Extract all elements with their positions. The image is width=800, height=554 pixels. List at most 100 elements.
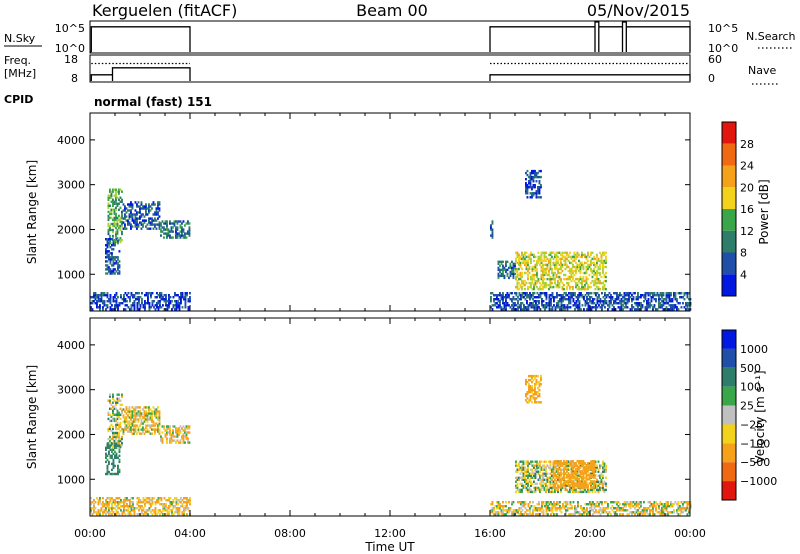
velocity-cell	[539, 507, 542, 510]
velocity-cell	[576, 474, 579, 477]
velocity-cell	[598, 505, 600, 508]
velocity-cell	[136, 503, 139, 506]
velocity-cell	[148, 424, 150, 427]
power-cell	[509, 298, 512, 301]
velocity-cell	[543, 472, 546, 475]
power-cell	[121, 216, 123, 220]
power-cell	[682, 296, 684, 299]
power-cell	[187, 232, 189, 235]
power-cell	[518, 263, 520, 267]
velocity-cell	[551, 509, 554, 512]
velocity-cell	[120, 509, 122, 512]
velocity-cell	[677, 505, 680, 508]
power-cell	[647, 294, 650, 297]
power-cell	[181, 294, 184, 297]
power-cell	[575, 281, 577, 285]
velocity-cell	[110, 415, 113, 419]
velocity-cell	[182, 437, 185, 440]
power-cell	[673, 296, 675, 299]
velocity-cell	[530, 476, 532, 479]
velocity-cell	[538, 501, 540, 504]
power-cell	[652, 294, 654, 297]
velocity-cell	[554, 464, 556, 467]
velocity-cell	[124, 505, 127, 508]
velocity-cell	[161, 431, 164, 434]
power-cell	[105, 260, 107, 263]
velocity-cell	[132, 501, 134, 504]
freq-label-line2: [MHz]	[4, 67, 36, 80]
power-cell	[509, 274, 512, 278]
velocity-cell	[602, 484, 604, 487]
power-cell	[121, 302, 124, 305]
power-cell	[548, 306, 551, 309]
velocity-cell	[534, 474, 537, 477]
velocity-cell	[647, 513, 650, 516]
power-cell	[534, 186, 536, 189]
power-cell	[113, 200, 116, 203]
power-cell	[142, 225, 144, 228]
power-cell	[107, 204, 110, 207]
velocity-cell	[105, 501, 107, 504]
velocity-cell	[567, 482, 570, 485]
velocity-cell	[524, 480, 526, 483]
power-cell	[122, 227, 125, 230]
power-cell	[528, 285, 531, 289]
power-cell	[587, 253, 589, 257]
velocity-cell	[144, 505, 146, 508]
velocity-cell	[508, 511, 510, 514]
power-cell	[533, 287, 535, 291]
power-colorbar-tick: 8	[740, 247, 747, 260]
velocity-cell	[108, 460, 110, 464]
power-cell	[586, 298, 588, 301]
power-cell	[579, 271, 582, 275]
velocity-cell	[564, 488, 567, 492]
power-cell	[549, 281, 552, 285]
power-cell	[572, 294, 575, 297]
velocity-cell	[552, 462, 555, 465]
power-cell	[186, 294, 188, 297]
power-cell	[164, 222, 167, 225]
velocity-cell	[558, 484, 561, 487]
velocity-cell	[545, 507, 548, 510]
power-cell	[613, 300, 615, 303]
velocity-cell	[597, 470, 600, 473]
power-cell	[614, 300, 617, 303]
velocity-cell	[109, 435, 111, 439]
power-cell	[163, 232, 165, 235]
velocity-cell	[121, 435, 123, 439]
power-cell	[151, 221, 153, 224]
power-cell	[626, 298, 629, 301]
velocity-cell	[118, 431, 120, 435]
velocity-cell	[530, 505, 533, 508]
power-cell	[541, 304, 543, 307]
power-cell	[542, 265, 544, 269]
power-cell	[567, 277, 570, 281]
velocity-cell	[178, 427, 180, 430]
velocity-cell	[522, 478, 525, 481]
velocity-cell	[111, 503, 113, 506]
power-cell	[527, 304, 530, 307]
velocity-cell	[103, 511, 106, 514]
velocity-cell	[581, 460, 583, 463]
power-cell	[121, 190, 123, 193]
power-cell	[164, 220, 167, 223]
power-cell	[139, 205, 141, 208]
power-cell	[163, 294, 166, 297]
velocity-cell	[123, 509, 125, 512]
velocity-cell	[593, 470, 595, 473]
velocity-cell	[602, 468, 604, 471]
velocity-cell	[160, 503, 163, 506]
velocity-cell	[605, 464, 607, 467]
power-cell	[531, 188, 533, 191]
velocity-cell	[116, 417, 119, 421]
power-cell	[502, 260, 504, 263]
power-cell	[115, 270, 118, 273]
power-cell	[614, 292, 617, 295]
velocity-cell	[105, 454, 107, 457]
time-tick-label: 12:00	[374, 527, 406, 540]
velocity-cell	[584, 468, 586, 471]
velocity-cell	[521, 478, 523, 481]
velocity-cell	[108, 497, 110, 500]
velocity-cell	[539, 509, 542, 512]
power-cell	[617, 306, 620, 309]
